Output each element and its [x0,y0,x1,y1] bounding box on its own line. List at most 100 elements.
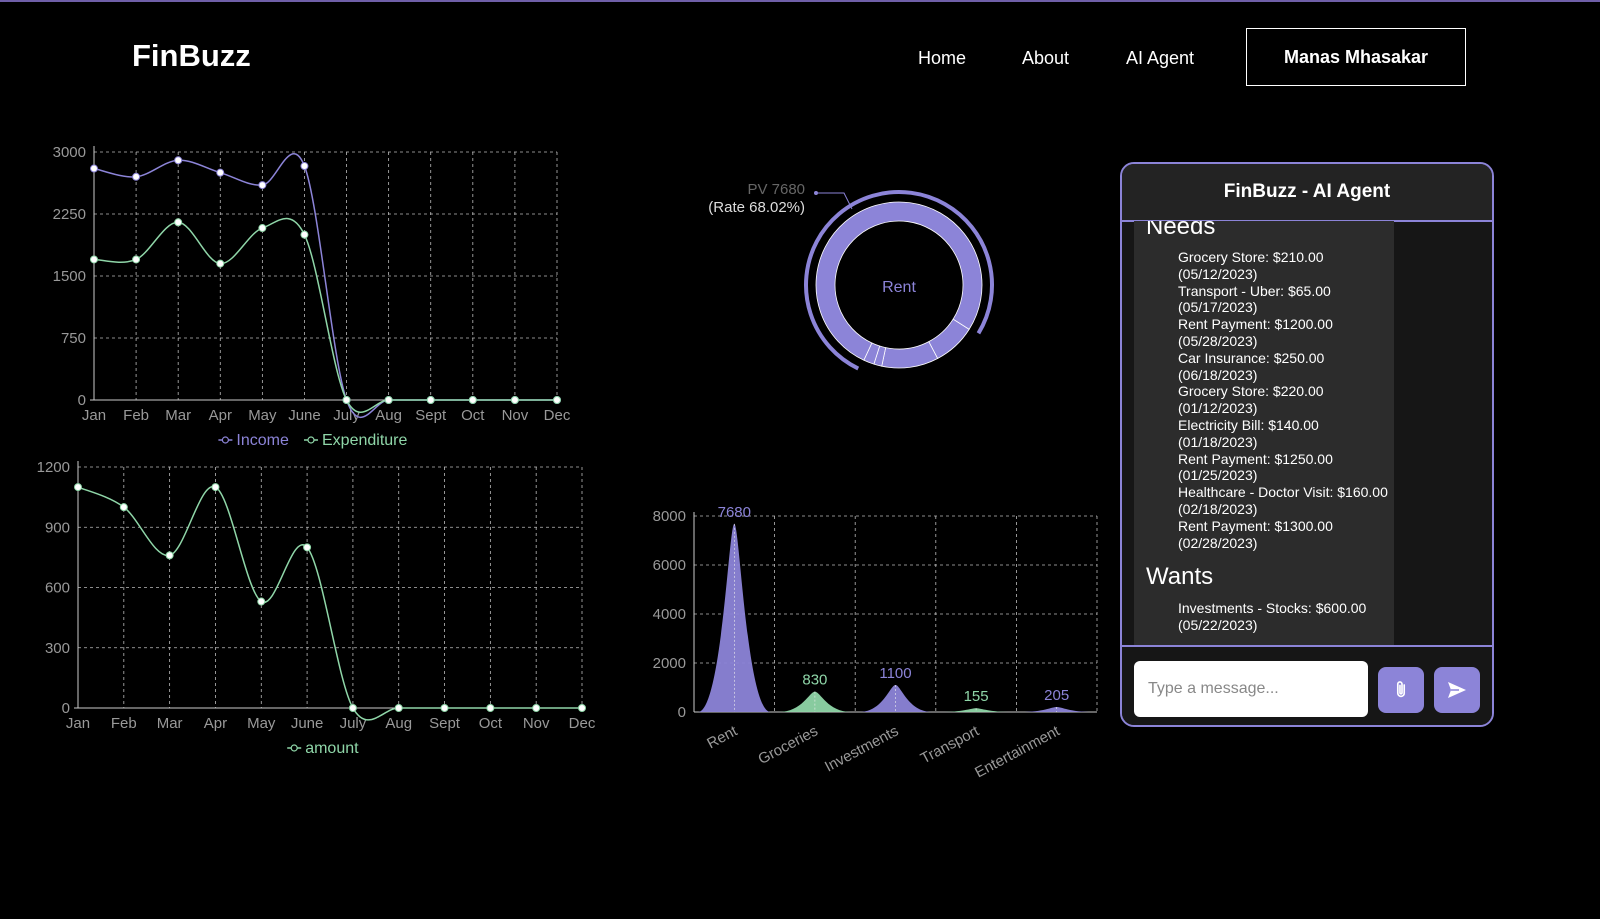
legend-marker-dot [290,744,298,752]
x-tick-label: May [248,407,277,424]
attach-button[interactable] [1378,667,1424,713]
x-tick-label: Dec [544,407,571,424]
x-tick-label: Sept [429,715,461,732]
data-point [303,543,312,552]
data-point [486,704,495,712]
send-button[interactable] [1434,667,1480,713]
x-tick-label: Oct [461,407,485,424]
x-tick-label: Aug [385,715,412,732]
y-tick-label: 6000 [653,557,686,574]
data-label: 1100 [879,665,911,682]
income-expenditure-chart: 0 750 1500 2250 3000 Jan Feb Mar Apr May June July A… [53,144,571,449]
y-tick-label: 0 [62,700,70,717]
data-point [394,704,403,712]
x-tick-label: Mar [165,407,191,424]
data-point [119,503,128,512]
legend-marker-dot [307,436,315,444]
x-tick-label: Feb [111,715,137,732]
data-point [468,396,477,404]
x-tick-label: Mar [157,715,183,732]
pie-annotation-pv: PV 7680 [747,181,805,198]
data-label: 830 [802,672,827,689]
transaction-entry: Grocery Store: $220.00 (01/12/2023) [1178,383,1324,417]
pie-slice-investments [881,341,939,369]
y-tick-label: 4000 [653,606,686,623]
transaction-entry: Rent Payment: $1250.00 (01/25/2023) [1178,450,1333,484]
transaction-entry: Healthcare - Doctor Visit: $160.00 (02/1… [1178,484,1388,517]
data-point [532,704,541,712]
y-tick-label: 3000 [53,144,86,161]
data-point [174,156,183,165]
data-label: 205 [1044,687,1069,704]
x-tick-label: Entertainment [972,722,1063,781]
data-point [90,255,98,264]
data-point [300,230,309,239]
area-peak-entertainment [1020,706,1093,712]
data-label: 7680 [718,504,751,521]
y-tick-label: 900 [45,519,70,536]
area-peak-rent [698,523,771,712]
amount-chart: 0 300 600 900 1200 Jan Feb Mar Apr May June July Aug… [37,459,596,757]
y-tick-label: 8000 [653,508,686,525]
nav-ai-agent[interactable]: AI Agent [1126,48,1195,68]
transaction-entry: Electricity Bill: $140.00 (01/18/2023) [1178,416,1319,450]
pie-center-label: Rent [882,279,916,296]
data-point [257,597,266,606]
data-point [258,224,267,233]
user-profile-button[interactable]: Manas Mhasakar [1246,28,1466,86]
legend-marker-dot [221,436,229,444]
x-tick-label: Sept [415,407,447,424]
pie-slice-rent [815,201,983,361]
x-tick-label: July [333,407,360,424]
transaction-entry: Grocery Store: $210.00 (05/12/2023) [1178,249,1324,282]
category-pie-chart: Rent PV 7680(Rate 68.02%) [708,181,994,371]
data-point [440,704,449,712]
agent-message-area[interactable]: Needs Grocery Store: $210.00 (05/12/2023… [1134,221,1394,645]
ai-agent-panel: FinBuzz - AI Agent Needs Grocery Store: … [1120,162,1494,727]
nav-about[interactable]: About [1022,48,1070,68]
data-point [165,551,174,560]
series-line-expenditure [93,217,557,413]
data-point [132,172,141,181]
transaction-entry: Car Insurance: $250.00 (06/18/2023) [1178,349,1325,383]
y-tick-label: 0 [78,392,86,409]
x-tick-label: Apr [209,407,232,424]
legend-label: amount [305,740,359,757]
x-tick-label: Rent [704,722,741,752]
pie-annotation-leader [816,192,853,210]
x-tick-label: May [247,715,276,732]
data-point [216,168,225,177]
area-peak-groceries [778,691,852,712]
wants-list: Investments - Stocks: $600.00 (05/22/202… [1178,600,1388,634]
needs-heading: Needs [1146,221,1216,240]
x-tick-label: June [291,715,324,732]
transaction-entry: Rent Payment: $1300.00 (02/28/2023) [1178,517,1333,551]
data-point [578,704,586,712]
nav-home[interactable]: Home [918,48,967,68]
series-line-income [93,153,557,418]
x-tick-label: June [288,407,321,424]
x-tick-label: Jan [82,407,106,424]
brand-logo[interactable]: FinBuzz [132,38,251,73]
transaction-entry: Rent Payment: $1200.00 (05/28/2023) [1178,316,1333,349]
data-point [74,483,82,492]
x-tick-label: Groceries [755,723,820,769]
agent-input-bar [1122,645,1492,725]
message-input[interactable] [1134,661,1368,717]
agent-title: FinBuzz - AI Agent [1122,164,1492,222]
data-point [174,218,183,227]
x-tick-label: Feb [123,407,149,424]
transaction-entry: Transport - Uber: $65.00 (05/17/2023) [1178,282,1331,316]
data-label: 155 [964,688,989,705]
pie-annotation-rate: (Rate 68.02%) [708,199,805,216]
transaction-entry: Investments - Stocks: $600.00 (05/22/202… [1178,600,1367,633]
category-area-chart: 0 2000 4000 6000 8000 7680 Rent 830 Groceries 110… [653,504,1098,781]
y-tick-label: 1500 [53,268,86,285]
x-tick-label: Aug [375,407,402,424]
legend-label: Expenditure [322,432,407,449]
x-tick-label: Transport [918,722,983,767]
y-tick-label: 300 [45,640,70,657]
x-tick-label: Oct [479,715,503,732]
top-accent-line [0,0,1600,2]
x-tick-label: Dec [569,715,596,732]
